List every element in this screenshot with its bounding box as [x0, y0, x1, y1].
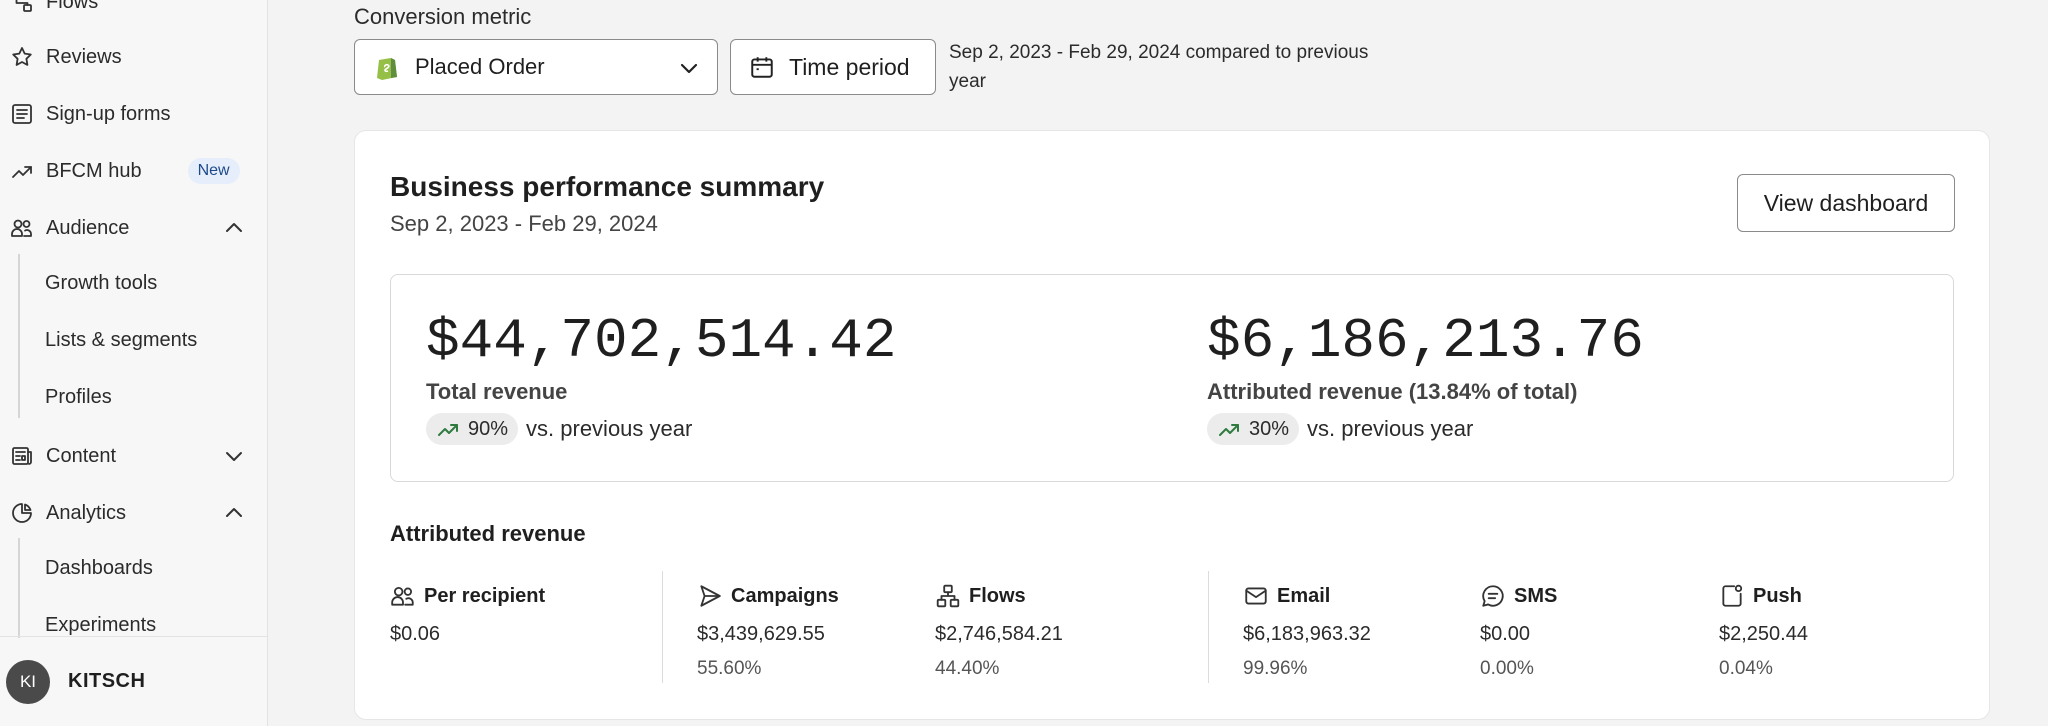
calendar-icon [751, 57, 773, 78]
content-icon [8, 442, 36, 470]
sidebar-item-bfcm-hub[interactable]: BFCM hub New [0, 151, 268, 191]
email-column: Email $6,183,963.32 99.96% [1243, 583, 1371, 680]
account-switcher[interactable]: KI KITSCH [0, 636, 268, 726]
trend-up-icon [1219, 424, 1239, 436]
trend-up-icon [438, 424, 458, 436]
sidebar-item-label: Sign-up forms [46, 102, 171, 125]
chevron-up-icon[interactable] [222, 216, 246, 240]
view-dashboard-button[interactable]: View dashboard [1737, 174, 1955, 232]
attributed-revenue-label: Attributed revenue (13.84% of total) [1207, 379, 1578, 404]
shopify-icon [377, 58, 397, 80]
sidebar-subitem-dashboards[interactable]: Dashboards [45, 557, 153, 579]
sidebar: Flows Reviews Sign-up forms BFCM hub New… [0, 0, 268, 726]
sidebar-item-label: Reviews [46, 45, 122, 68]
sidebar-subitem-experiments[interactable]: Experiments [45, 614, 157, 636]
flows-icon [8, 0, 36, 16]
sidebar-item-analytics[interactable]: Analytics [0, 493, 268, 533]
attributed-revenue-title: Attributed revenue [390, 521, 586, 546]
audience-icon [8, 214, 36, 242]
sidebar-subitem-growth-tools[interactable]: Growth tools [45, 272, 158, 294]
account-name: KITSCH [68, 670, 146, 692]
new-badge: New [187, 158, 240, 184]
column-percent: 44.40% [935, 658, 1000, 679]
people-icon [391, 586, 414, 606]
sidebar-item-flows[interactable]: Flows [0, 0, 268, 22]
revenue-metrics-box: $44,702,514.42 Total revenue 90% vs. pre… [390, 274, 1954, 482]
mail-icon [1245, 587, 1267, 605]
attributed-revenue-value: $6,186,213.76 [1207, 309, 1644, 373]
campaigns-column: Campaigns $3,439,629.55 55.60% [697, 583, 839, 680]
column-value: $2,746,584.21 [935, 623, 1063, 645]
column-label: Email [1277, 584, 1331, 607]
column-value: $0.00 [1480, 623, 1531, 645]
column-label: Push [1753, 584, 1802, 607]
sidebar-item-audience[interactable]: Audience [0, 208, 268, 248]
flows-column: Flows $2,746,584.21 44.40% [935, 583, 1063, 680]
sidebar-item-signup-forms[interactable]: Sign-up forms [0, 94, 268, 134]
trend-change: 30% [1249, 417, 1290, 440]
chevron-up-icon[interactable] [222, 501, 246, 525]
column-percent: 0.00% [1480, 658, 1534, 679]
column-value: $3,439,629.55 [697, 623, 825, 645]
push-icon [1722, 584, 1743, 607]
total-revenue-metric: $44,702,514.42 Total revenue 90% vs. pre… [426, 309, 896, 445]
chevron-down-icon[interactable] [222, 444, 246, 468]
column-value: $0.06 [390, 623, 441, 645]
sidebar-item-reviews[interactable]: Reviews [0, 37, 268, 77]
trend-change: 90% [468, 417, 509, 440]
attributed-revenue-trend: 30% vs. previous year [1207, 413, 1644, 445]
chevron-down-icon [677, 56, 701, 80]
card-date-range: Sep 2, 2023 - Feb 29, 2024 [390, 211, 658, 236]
card-title: Business performance summary [390, 171, 825, 202]
time-period-label: Time period [789, 53, 910, 80]
sidebar-item-label: Content [46, 444, 117, 467]
attributed-revenue-metric: $6,186,213.76 Attributed revenue (13.84%… [1207, 309, 1644, 445]
trend-pill: 90% [426, 413, 519, 445]
analytics-icon [8, 499, 36, 527]
sidebar-item-label: Flows [46, 0, 99, 13]
divider [662, 571, 663, 683]
sidebar-subitem-lists-segments[interactable]: Lists & segments [45, 329, 198, 351]
trend-pill: 30% [1207, 413, 1300, 445]
column-value: $6,183,963.32 [1243, 623, 1371, 645]
sidebar-item-content[interactable]: Content [0, 436, 268, 476]
column-label: SMS [1514, 584, 1558, 607]
total-revenue-label: Total revenue [426, 379, 568, 404]
divider [1208, 571, 1209, 683]
sms-icon [1482, 585, 1504, 607]
sidebar-item-label: BFCM hub [46, 159, 142, 182]
avatar: KI [6, 659, 50, 704]
column-label: Campaigns [731, 584, 839, 607]
form-icon [8, 100, 36, 128]
column-label: Per recipient [424, 584, 546, 607]
period-comparison-text: Sep 2, 2023 - Feb 29, 2024 compared to p… [949, 42, 1369, 92]
conversion-metric-value: Placed Order [415, 54, 545, 79]
conversion-metric-select[interactable]: Placed Order [354, 39, 718, 95]
column-percent: 0.04% [1719, 658, 1773, 679]
performance-summary-card: Business performance summary Sep 2, 2023… [354, 130, 1990, 720]
trend-icon [8, 157, 36, 185]
sidebar-item-label: Analytics [46, 501, 127, 524]
send-icon [700, 585, 721, 607]
time-period-button[interactable]: Time period [730, 39, 936, 95]
trend-compare: vs. previous year [526, 416, 693, 441]
push-column: Push $2,250.44 0.04% [1719, 583, 1808, 680]
submenu-rail [18, 538, 20, 638]
column-percent: 55.60% [697, 658, 762, 679]
column-value: $2,250.44 [1719, 623, 1808, 645]
star-icon [8, 43, 36, 71]
trend-compare: vs. previous year [1307, 416, 1474, 441]
total-revenue-trend: 90% vs. previous year [426, 413, 896, 445]
sidebar-item-label: Audience [46, 216, 130, 239]
column-percent: 99.96% [1243, 658, 1308, 679]
flows-icon [936, 584, 960, 608]
per-recipient-column: Per recipient $0.06 [390, 583, 545, 646]
column-label: Flows [969, 584, 1026, 607]
main-content: Conversion metric Placed Order Time peri… [268, 0, 2048, 726]
total-revenue-value: $44,702,514.42 [426, 309, 897, 373]
sms-column: SMS $0.00 0.00% [1480, 583, 1557, 680]
submenu-rail [18, 254, 20, 418]
sidebar-subitem-profiles[interactable]: Profiles [45, 386, 112, 408]
conversion-metric-label: Conversion metric [354, 4, 532, 29]
